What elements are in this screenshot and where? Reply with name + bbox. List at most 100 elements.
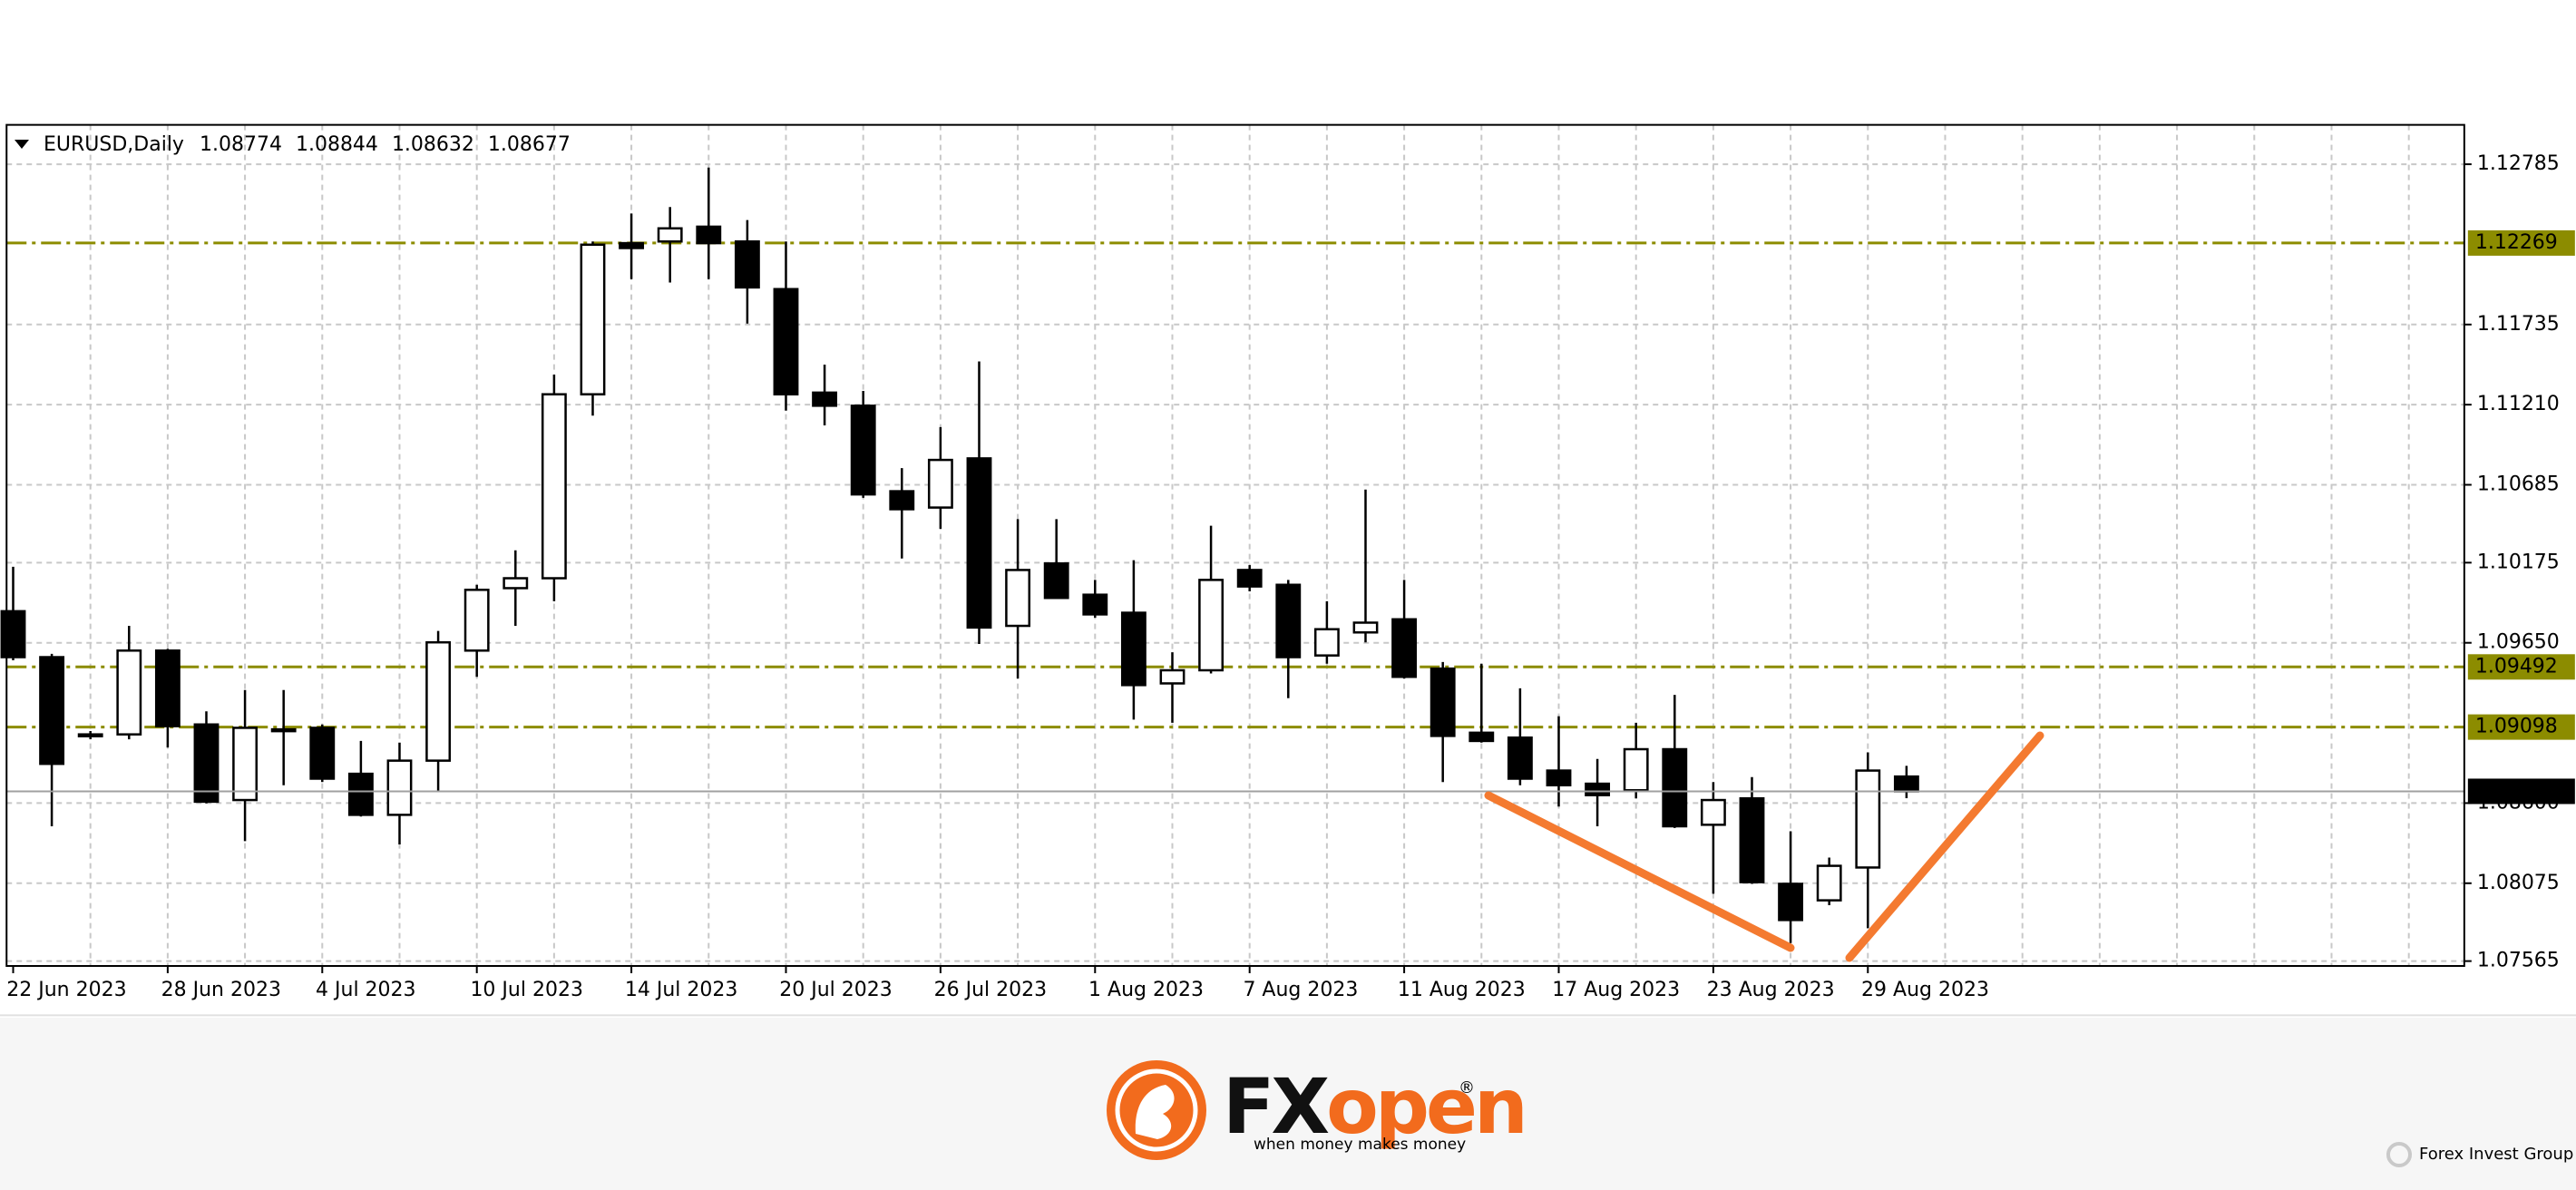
x-tick-label: 20 Jul 2023	[779, 979, 893, 1001]
ohlc-open: 1.08774	[200, 133, 282, 156]
candle-body-down	[1120, 611, 1147, 687]
ohlc-high: 1.08844	[296, 133, 378, 156]
level-label-box	[2467, 229, 2575, 256]
candle-body-down	[1585, 782, 1611, 796]
candle-body-up	[1352, 621, 1379, 634]
x-tick-label: 29 Aug 2023	[1861, 979, 1989, 1001]
logo-open: open	[1326, 1062, 1525, 1151]
level-label-box	[2467, 714, 2575, 740]
candle-body-down	[1391, 618, 1418, 678]
footer-band	[0, 1018, 2576, 1190]
candle-body-down	[309, 727, 336, 780]
legal-icon	[2386, 1142, 2412, 1167]
logo-icon-mark	[1135, 1085, 1175, 1139]
current-price-box	[2467, 778, 2575, 805]
candle-body-down	[1469, 731, 1495, 743]
x-tick-label: 7 Aug 2023	[1243, 979, 1358, 1001]
logo-text: FXopen	[1223, 1062, 1525, 1151]
x-tick-label: 11 Aug 2023	[1398, 979, 1526, 1001]
candle-body-up	[463, 589, 490, 652]
ohlc-low: 1.08632	[392, 133, 474, 156]
candle-body-up	[232, 727, 259, 802]
y-tick-label: 1.10175	[2477, 551, 2560, 573]
candle-body-down	[734, 239, 760, 289]
candle-body-up	[1700, 798, 1726, 826]
y-tick-label: 1.09650	[2477, 631, 2560, 654]
candle-body-down	[77, 733, 103, 737]
tagline: when money makes money	[1254, 1136, 1466, 1154]
x-tick-label: 14 Jul 2023	[625, 979, 738, 1001]
y-tick-label: 1.08075	[2477, 872, 2560, 894]
x-tick-label: 22 Jun 2023	[6, 979, 126, 1001]
candle-body-down	[39, 656, 65, 766]
y-tick-label: 1.11210	[2477, 393, 2560, 415]
menu-arrow	[15, 140, 29, 149]
x-tick-label: 23 Aug 2023	[1707, 979, 1835, 1001]
x-tick-label: 17 Aug 2023	[1552, 979, 1680, 1001]
candle-body-up	[1159, 668, 1186, 685]
candle-body-down	[696, 225, 722, 245]
y-tick-label: 1.12785	[2477, 152, 2560, 175]
logo: FXopen ® when money makes money	[1107, 1060, 1528, 1160]
chart: 1.12785 1.11735 1.11210 1.10685 1.10175 1.096…	[0, 123, 2576, 1017]
x-tick-label: 4 Jul 2023	[316, 979, 416, 1001]
level-label: 1.12269	[2475, 231, 2558, 254]
current-price-label: 1.08677	[2475, 779, 2558, 802]
y-tick-label: 1.11735	[2477, 313, 2560, 336]
candle-body-down	[1236, 569, 1263, 588]
y-tick-label: 1.07565	[2477, 950, 2560, 972]
candle-body-down	[812, 391, 838, 407]
candle-body-up	[1005, 569, 1031, 628]
x-tick-label: 28 Jun 2023	[161, 979, 281, 1001]
candle-body-up	[1623, 747, 1649, 792]
trend-line	[1484, 791, 1795, 952]
ohlc-close: 1.08677	[488, 133, 571, 156]
logo-icon-ring	[1115, 1068, 1198, 1152]
candle-body-down	[619, 241, 645, 249]
level-label-box	[2467, 654, 2575, 680]
candle-body-up	[1855, 769, 1881, 869]
y-tick-label: 1.10685	[2477, 473, 2560, 496]
candle-body-up	[657, 227, 683, 243]
candle-body-down	[154, 649, 181, 727]
plot-border	[5, 123, 2465, 967]
candle-body-down	[1893, 775, 1919, 793]
candle-body-down	[1739, 796, 1765, 883]
candle-body-up	[541, 393, 567, 580]
candle-body-up	[503, 577, 529, 590]
candle-body-up	[927, 458, 953, 509]
candle-body-down	[1275, 583, 1302, 658]
candle-body-down	[1429, 667, 1456, 737]
candle-body-down	[270, 727, 297, 733]
candle-body-down	[1082, 593, 1108, 616]
candle-body-down	[1507, 736, 1533, 780]
level-label: 1.09098	[2475, 716, 2558, 738]
x-tick-label: 10 Jul 2023	[470, 979, 583, 1001]
candle-body-down	[850, 405, 876, 496]
candle-body-up	[425, 640, 452, 762]
candle-body-down	[1546, 769, 1572, 786]
registered-mark: ®	[1459, 1078, 1475, 1097]
candle-body-up	[1816, 864, 1842, 902]
chart-header: EURUSD,Daily 1.08774 1.08844 1.08632 1.0…	[44, 133, 571, 156]
trend-line	[1845, 731, 2044, 962]
level-label: 1.09492	[2475, 655, 2558, 678]
candle-body-up	[1198, 579, 1225, 672]
candle-body-up	[386, 759, 413, 816]
candle-body-up	[1313, 628, 1340, 657]
candle-body-up	[116, 649, 142, 736]
legal-text: Forex Invest Group OU	[2419, 1145, 2576, 1164]
candle-body-down	[773, 288, 799, 395]
candle-body-down	[1662, 747, 1688, 828]
candle-body-up	[580, 243, 606, 395]
symbol: EURUSD,Daily	[44, 133, 184, 156]
logo-fx: FX	[1223, 1062, 1329, 1151]
candle-body-down	[1043, 561, 1069, 600]
candle-body-down	[193, 723, 220, 804]
candle-body-down	[347, 772, 374, 816]
x-tick-label: 26 Jul 2023	[934, 979, 1048, 1001]
x-tick-label: 1 Aug 2023	[1088, 979, 1204, 1001]
candle-body-down	[0, 610, 26, 658]
